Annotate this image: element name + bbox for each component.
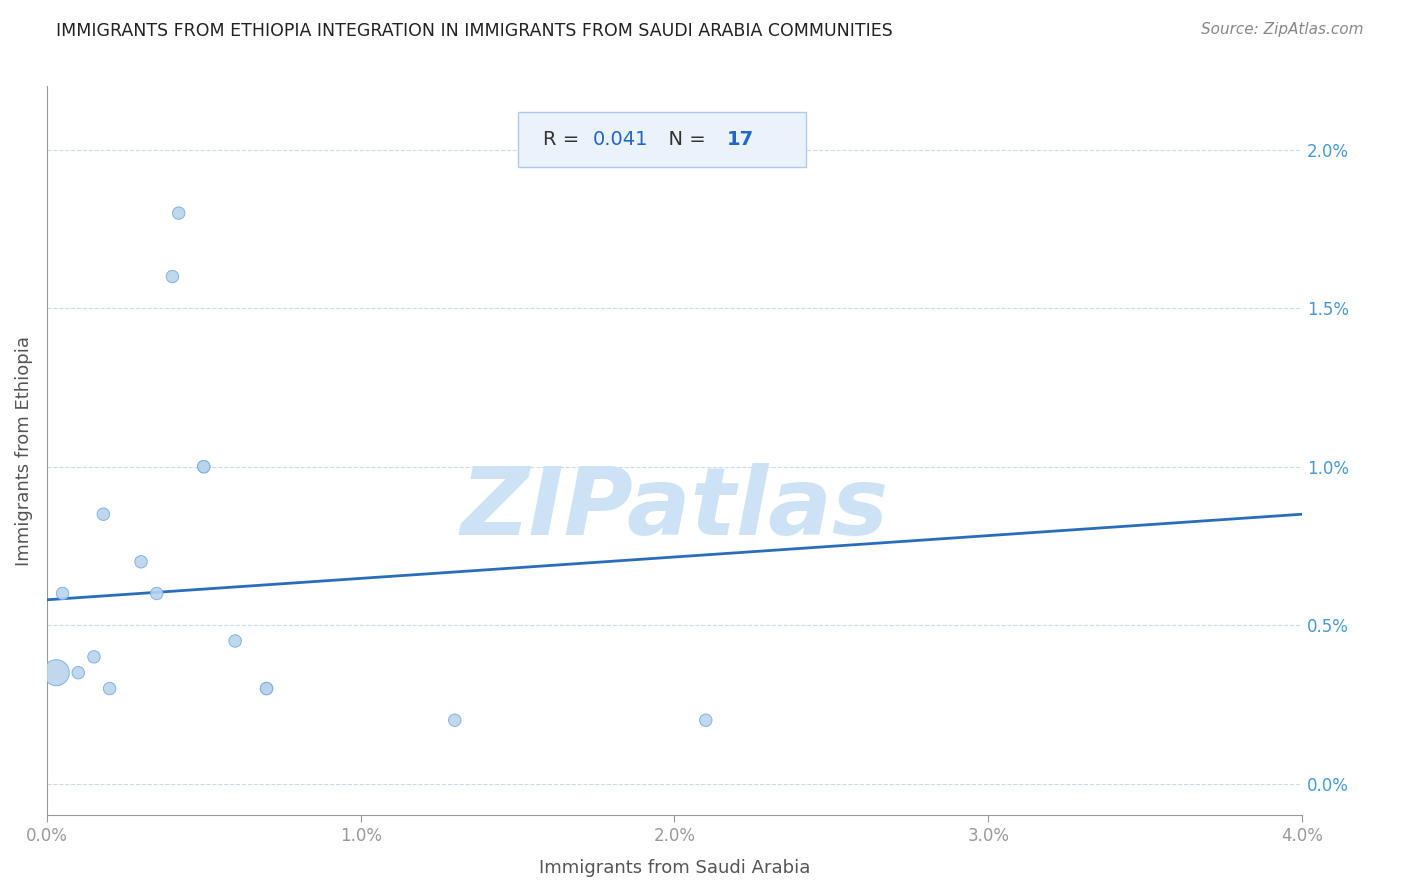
Text: N =: N = [655, 129, 711, 149]
Point [145, 586, 167, 600]
Point [52, 586, 75, 600]
Y-axis label: Immigrants from Ethiopia: Immigrants from Ethiopia [15, 335, 32, 566]
Point [93, 507, 115, 521]
Text: ZIPatlas: ZIPatlas [460, 463, 889, 555]
Point [193, 459, 215, 474]
Point [98, 681, 121, 696]
Point [256, 681, 278, 696]
FancyBboxPatch shape [517, 112, 806, 167]
Point [83, 649, 105, 664]
Point [695, 713, 717, 727]
Point [224, 634, 246, 648]
Text: R =: R = [543, 129, 585, 149]
Point [45, 665, 67, 680]
Point [256, 681, 278, 696]
Text: 17: 17 [727, 129, 754, 149]
Text: IMMIGRANTS FROM ETHIOPIA INTEGRATION IN IMMIGRANTS FROM SAUDI ARABIA COMMUNITIES: IMMIGRANTS FROM ETHIOPIA INTEGRATION IN … [56, 22, 893, 40]
Point [67, 665, 90, 680]
Text: 0.041: 0.041 [593, 129, 648, 149]
Text: Source: ZipAtlas.com: Source: ZipAtlas.com [1201, 22, 1364, 37]
Point [443, 713, 465, 727]
Point [162, 269, 184, 284]
Point [193, 459, 215, 474]
Point [167, 206, 190, 220]
Point [129, 555, 152, 569]
X-axis label: Immigrants from Saudi Arabia: Immigrants from Saudi Arabia [538, 859, 810, 877]
